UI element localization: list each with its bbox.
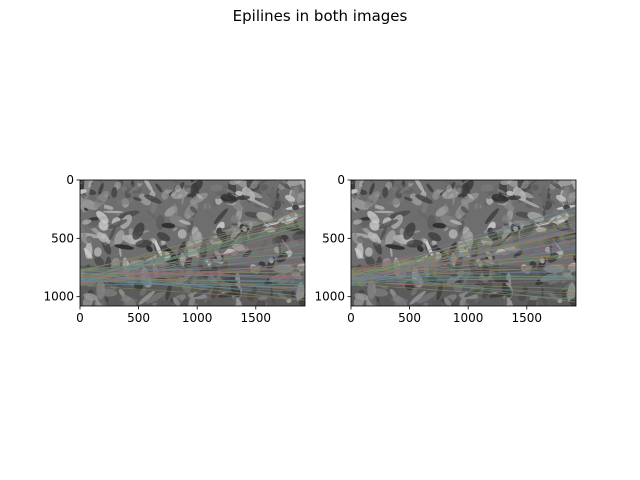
epiline [351, 281, 576, 289]
epiline [351, 283, 576, 300]
y-tick-label: 500 [51, 231, 74, 245]
x-tick-label: 1000 [453, 311, 484, 325]
epiline [351, 220, 576, 276]
epiline [80, 256, 305, 271]
epiline [351, 275, 576, 280]
x-tick-label: 0 [76, 311, 84, 325]
epiline [80, 272, 305, 297]
epiline [351, 225, 576, 270]
y-tick-label: 0 [337, 173, 345, 187]
epiline [351, 247, 576, 286]
epiline [80, 266, 305, 282]
epiline [351, 280, 576, 287]
axes-frame [350, 179, 577, 307]
epiline [351, 240, 576, 279]
epiline [80, 252, 305, 270]
image-panel-1: 0 500 1000 1500 0 500 1000 [43, 173, 306, 325]
figure-title: Epilines in both images [232, 7, 408, 25]
x-tick-label: 0 [347, 311, 355, 325]
image-panel-2: 0 500 1000 1500 0 500 1000 [314, 173, 577, 325]
y-tick-label: 1000 [314, 290, 345, 304]
epiline [80, 213, 305, 282]
epiline [80, 279, 305, 293]
epiline [351, 269, 576, 281]
epiline [80, 238, 305, 283]
x-tick-label: 1000 [182, 311, 213, 325]
x-tick-label: 1500 [512, 311, 543, 325]
x-tick-label: 1500 [241, 311, 272, 325]
epiline [80, 268, 305, 278]
plant-photo [80, 180, 305, 306]
y-tick-label: 0 [66, 173, 74, 187]
x-tick-label: 500 [127, 311, 150, 325]
x-tick-label: 500 [398, 311, 421, 325]
epiline [80, 284, 305, 301]
y-tick-label: 1000 [43, 290, 74, 304]
epiline [80, 220, 305, 283]
plant-photo [351, 180, 576, 306]
y-tick-label: 500 [322, 231, 345, 245]
epiline [351, 206, 576, 274]
epiline [351, 271, 576, 303]
epiline [351, 235, 576, 275]
epiline [351, 214, 576, 274]
epiline [351, 245, 576, 272]
epiline [351, 268, 576, 271]
epiline [80, 221, 305, 279]
epiline [80, 279, 305, 289]
epiline [80, 211, 305, 273]
axes-frame [79, 179, 306, 307]
epiline [351, 210, 576, 277]
